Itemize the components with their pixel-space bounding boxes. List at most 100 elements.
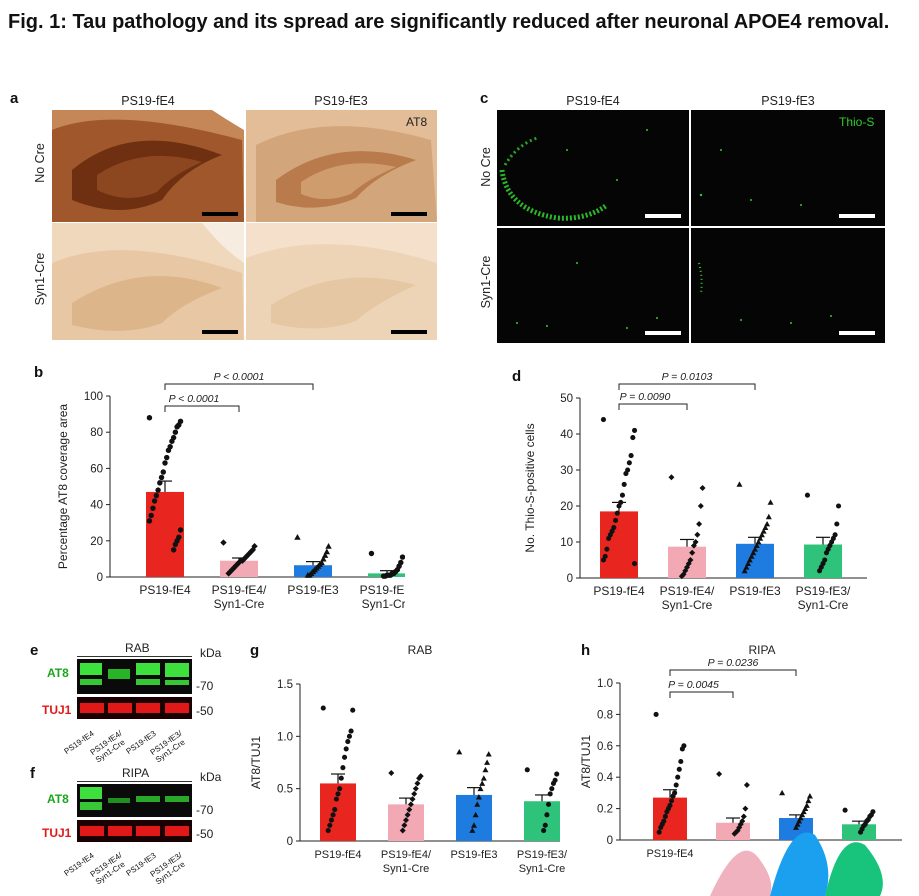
category-label: PS19-fE4 <box>314 849 361 861</box>
data-point <box>680 571 687 578</box>
stain-label-thio-s: Thio-S <box>839 115 875 129</box>
data-point <box>628 453 634 459</box>
data-point <box>472 811 479 818</box>
bar <box>456 794 492 841</box>
blot-e-band2-label: TUJ1 <box>42 703 72 717</box>
data-point <box>741 567 748 574</box>
data-point <box>348 728 354 734</box>
panel-a-col-fe3: PS19-fE3 <box>314 94 368 108</box>
category-label: PS19-fE4 <box>593 584 645 598</box>
blot-e-tuj1 <box>77 697 192 719</box>
data-point <box>340 765 346 771</box>
y-axis-label: AT8/TUJ1 <box>250 736 263 789</box>
data-point <box>767 499 774 505</box>
category-label: PS19-fE3 <box>287 583 339 597</box>
data-point <box>626 460 632 466</box>
panel-f-letter: f <box>30 765 35 782</box>
panel-c-col-fe4: PS19-fE4 <box>566 94 620 108</box>
data-point <box>823 550 830 556</box>
y-tick-label: 0.5 <box>277 784 293 796</box>
data-point <box>484 759 491 765</box>
blot-f-at8 <box>77 784 192 817</box>
data-point <box>542 822 548 828</box>
blot-e-band1-label: AT8 <box>47 666 69 680</box>
blot-f-header: RIPA <box>122 766 150 780</box>
data-point <box>335 791 341 797</box>
category-label: PS19-fE3/Syn1-Cre <box>360 583 405 611</box>
data-point <box>678 573 685 580</box>
y-tick-label: 0.8 <box>597 709 613 721</box>
data-point <box>804 492 811 498</box>
lane-label: PS19-fE3/ Syn1-Cre <box>148 850 187 887</box>
lane-label: PS19-fE4/ Syn1-Cre <box>88 728 127 765</box>
data-point <box>834 521 840 527</box>
blot-f-mw70: -70 <box>196 803 214 817</box>
data-point <box>630 435 636 441</box>
data-point <box>158 474 165 481</box>
data-point <box>541 827 547 834</box>
data-point <box>165 447 172 454</box>
data-point <box>330 812 336 818</box>
data-point <box>477 785 484 792</box>
scale-bar <box>391 330 427 334</box>
stain-label-at8: AT8 <box>406 115 428 129</box>
panel-a-col-fe4: PS19-fE4 <box>121 94 175 108</box>
data-point <box>380 573 387 579</box>
y-tick-label: 0.6 <box>597 741 613 753</box>
significance-bracket <box>669 669 797 676</box>
blot-f-header-line <box>77 781 192 782</box>
y-tick-label: 50 <box>560 393 573 405</box>
data-point <box>697 503 704 509</box>
panel-c-row-nocre: No Cre <box>479 147 493 187</box>
data-point <box>150 505 156 511</box>
bar <box>146 491 184 577</box>
data-point <box>474 801 481 807</box>
data-point <box>146 518 153 524</box>
data-point <box>835 503 842 509</box>
data-point <box>304 571 312 578</box>
scale-bar <box>202 212 238 216</box>
data-point <box>157 480 163 486</box>
y-axis-label: Percentage AT8 coverage area <box>56 404 70 570</box>
micrograph-c-fe4-syn1cre <box>497 228 689 343</box>
panel-a-row-nocre: No Cre <box>33 143 47 183</box>
data-point <box>475 794 482 800</box>
data-point <box>480 775 487 781</box>
data-point <box>479 780 486 786</box>
blot-f-kda: kDa <box>200 770 222 784</box>
y-tick-label: 1.0 <box>597 678 613 690</box>
data-point <box>662 813 668 819</box>
micrograph-c-fe3-nocre: Thio-S <box>691 110 885 226</box>
blot-f-tuj1 <box>77 820 192 842</box>
data-point <box>148 512 154 519</box>
significance-label: P < 0.0001 <box>169 393 220 405</box>
category-label: PS19-fE4 <box>646 848 693 860</box>
data-point <box>151 498 158 504</box>
data-point <box>327 822 333 828</box>
scale-bar <box>645 331 681 335</box>
y-tick-label: 1.5 <box>277 679 293 691</box>
y-tick-label: 0 <box>287 836 293 848</box>
data-point <box>692 539 699 545</box>
y-tick-label: 0 <box>97 572 103 584</box>
data-point <box>736 481 743 487</box>
data-point <box>670 793 676 799</box>
significance-bracket <box>164 405 240 412</box>
data-point <box>743 782 750 789</box>
data-point <box>414 780 421 787</box>
significance-label: P < 0.0001 <box>214 371 265 383</box>
data-point <box>485 751 492 757</box>
panel-e-letter: e <box>30 642 39 659</box>
blot-f-lanes: PS19-fE4 PS19-fE4/ Syn1-Cre PS19-fE3 PS1… <box>62 846 202 887</box>
data-point <box>412 785 419 792</box>
data-point <box>673 782 679 788</box>
data-point <box>549 786 555 792</box>
data-point <box>623 471 629 477</box>
data-point <box>806 793 813 799</box>
panel-c-letter: c <box>480 90 489 107</box>
data-point <box>600 557 607 563</box>
data-point <box>416 775 423 782</box>
data-point <box>678 758 684 765</box>
data-point <box>658 824 664 830</box>
data-point <box>740 813 747 820</box>
